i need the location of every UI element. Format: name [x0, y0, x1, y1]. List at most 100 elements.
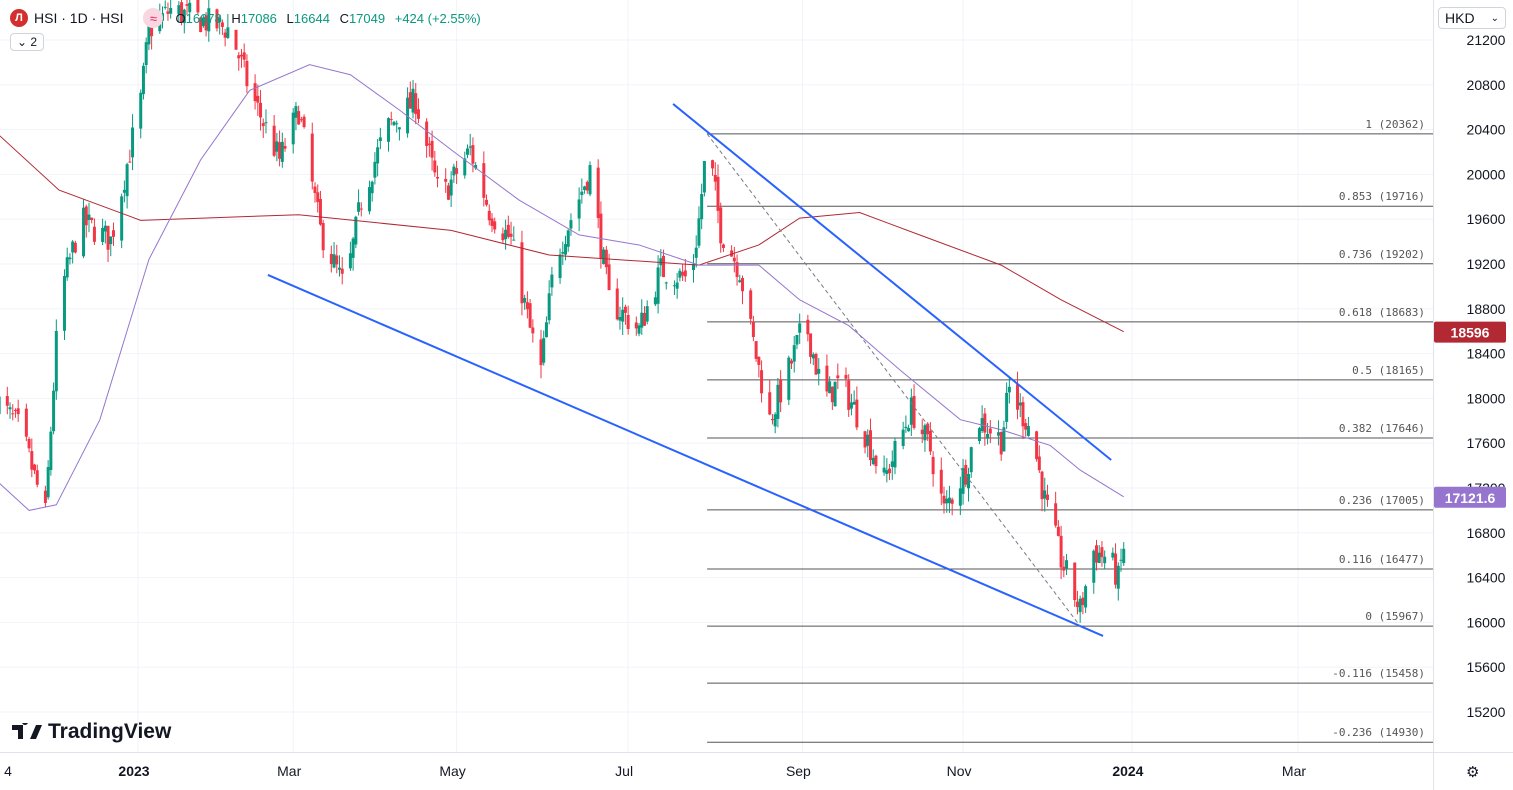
candle [768, 379, 772, 416]
candle-body [702, 160, 706, 193]
candle-body [874, 455, 878, 467]
candle [182, 8, 186, 34]
candle-body [444, 178, 448, 182]
candle-body [809, 333, 813, 357]
candle [967, 467, 971, 502]
change-value: +424 (+2.55%) [394, 10, 481, 26]
candle-body [621, 309, 625, 322]
candle-body [732, 257, 736, 262]
candle-body [182, 9, 186, 24]
candle [338, 255, 342, 277]
candle [310, 122, 314, 190]
candle-body [659, 258, 663, 266]
candle-body [414, 93, 418, 115]
candle-body [901, 429, 905, 446]
candle [969, 446, 973, 478]
candle [1035, 430, 1039, 462]
candle-body [882, 467, 886, 473]
candle [1024, 418, 1028, 437]
candle-body [1092, 550, 1096, 583]
candle [71, 240, 75, 264]
candle-body [8, 407, 12, 410]
candle [87, 202, 91, 233]
candle [675, 272, 679, 299]
candle [958, 476, 962, 516]
candle [890, 450, 894, 480]
candle-body [904, 426, 908, 429]
candle-body [828, 381, 832, 394]
candle [1059, 525, 1063, 580]
candle [1114, 543, 1118, 589]
candle-body [294, 106, 298, 118]
candle-body [1100, 547, 1104, 558]
candle-body [716, 176, 720, 211]
candle [893, 437, 897, 475]
candle-body [596, 167, 600, 219]
candle-body [223, 32, 227, 38]
candle-body [430, 140, 434, 158]
candle-body [199, 17, 203, 33]
candle [662, 249, 666, 278]
candle-body [583, 186, 587, 190]
candle [392, 120, 396, 127]
ma-fast-badge-label: 17121.6 [1445, 490, 1496, 506]
candle [335, 244, 339, 274]
settings-gear-icon[interactable]: ⚙ [1466, 764, 1480, 781]
candle [395, 120, 399, 133]
candle-body [1018, 402, 1022, 406]
delayed-data-icon[interactable]: ≈ [143, 8, 164, 28]
candle-body [245, 60, 249, 87]
candle-body [988, 428, 992, 434]
candle [65, 247, 69, 281]
candle [354, 215, 358, 249]
price-tick-label: 16000 [1467, 614, 1506, 630]
candle-body [844, 374, 848, 379]
candle [656, 255, 660, 314]
candle-body [776, 384, 780, 419]
candle [588, 161, 592, 197]
candle-body [1037, 456, 1041, 471]
candle [357, 189, 361, 216]
candle [678, 268, 682, 282]
candle-body [721, 244, 725, 248]
candle [1016, 371, 1020, 420]
candle [852, 390, 856, 405]
candle-body [977, 428, 981, 441]
candle-body [46, 467, 50, 498]
tradingview-logo[interactable]: TradingView [12, 720, 171, 744]
price-tick-label: 16400 [1467, 570, 1506, 586]
candle [904, 415, 908, 433]
candle-body [180, 2, 184, 23]
candle [741, 275, 745, 305]
candle [272, 114, 276, 158]
candle [128, 149, 132, 163]
candle [716, 164, 720, 224]
candle-body [340, 268, 344, 274]
candle [430, 130, 434, 171]
candle-body [35, 470, 39, 485]
currency-select[interactable]: HKD ⌄ [1438, 7, 1506, 29]
candle [702, 160, 706, 197]
candle [520, 230, 524, 316]
candle [795, 334, 799, 350]
candle [504, 219, 508, 250]
candle [757, 356, 761, 378]
candle-body [33, 464, 37, 471]
candle [411, 80, 415, 119]
candle-body [868, 430, 872, 461]
fib-level-label: 0 (15967) [1365, 610, 1425, 623]
candle-body [569, 220, 573, 229]
candle-body [523, 297, 527, 303]
candle [253, 74, 257, 110]
candle [1056, 520, 1060, 537]
symbol-title[interactable]: HSI · 1D · HSI [34, 10, 124, 26]
candle [280, 132, 284, 168]
indicators-collapse-button[interactable]: ⌄ 2 [10, 33, 45, 51]
candle [1002, 420, 1006, 452]
candle-body [1062, 566, 1066, 571]
candle-body [506, 224, 510, 237]
candle-body [866, 434, 870, 446]
candle-body [950, 499, 954, 504]
candle-body [795, 334, 799, 345]
